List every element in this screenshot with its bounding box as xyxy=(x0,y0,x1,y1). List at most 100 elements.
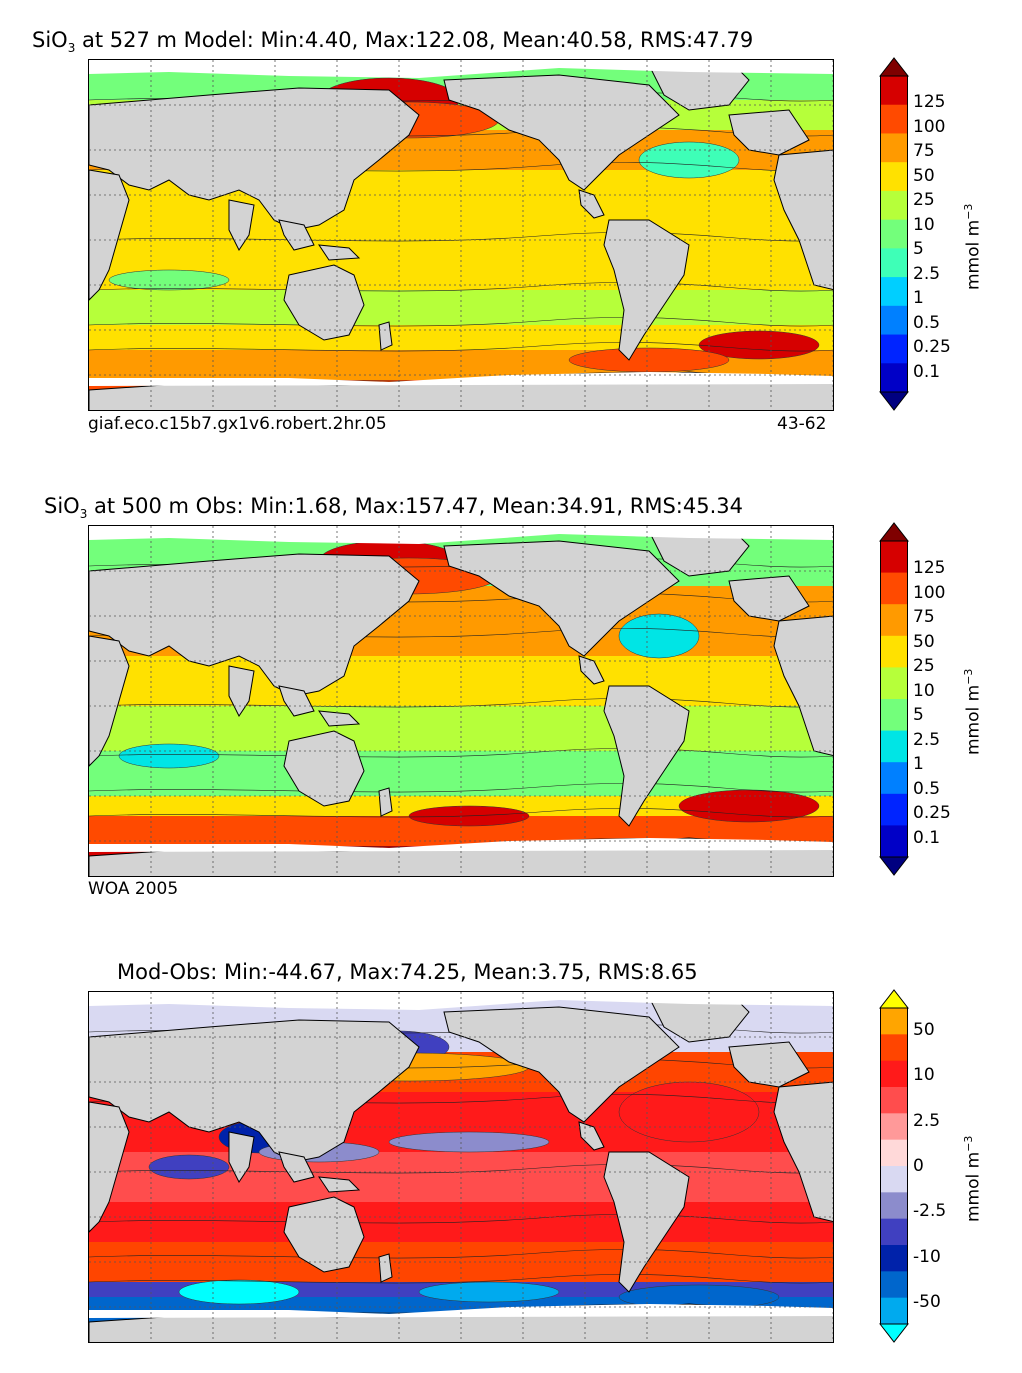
obs-colorbar-unit: mmol m−3 xyxy=(962,668,984,755)
colorbar-tick-label: 10 xyxy=(913,1065,935,1086)
contour-line xyxy=(89,748,833,758)
land-mass xyxy=(443,74,680,191)
colorbar-under-arrow xyxy=(878,391,910,411)
colorbar-tick-label: 5 xyxy=(913,239,924,259)
colorbar-segment xyxy=(880,762,908,795)
colorbar-tick-label: 0.25 xyxy=(913,803,951,823)
colorbar-frame xyxy=(880,75,908,393)
model-colorbar xyxy=(878,57,910,411)
colorbar-segment xyxy=(880,190,908,221)
colorbar-segment xyxy=(880,1297,908,1325)
difference-map xyxy=(88,991,834,1343)
colorbar-tick-label: 2.5 xyxy=(913,263,941,284)
colorbar-segment xyxy=(880,277,908,307)
land-mass xyxy=(378,787,393,817)
colorbar-segment xyxy=(880,699,908,732)
colorbar-segment xyxy=(880,1087,908,1114)
ocean-contour-band xyxy=(89,706,833,751)
obs-colorbar xyxy=(878,522,910,876)
land-mass xyxy=(603,219,690,361)
colorbar-segment xyxy=(880,1218,908,1246)
land-mass xyxy=(378,1253,393,1283)
colorbar-tick-label: 0.1 xyxy=(913,827,941,848)
colorbar-segment xyxy=(880,1192,908,1220)
colorbar-tick-label: 75 xyxy=(913,607,935,627)
obs-source: WOA 2005 xyxy=(88,879,179,899)
colorbar-segment xyxy=(880,162,908,192)
contour-line xyxy=(89,342,833,352)
colorbar-tick-label: 2.5 xyxy=(913,729,941,750)
ocean-contour-region xyxy=(118,743,220,769)
colorbar-segment xyxy=(880,248,908,278)
colorbar-segment xyxy=(880,1060,908,1088)
land-mass xyxy=(278,685,315,717)
contour-line xyxy=(89,1214,833,1224)
colorbar-tick-label: 50 xyxy=(913,1020,935,1040)
colorbar-tick-label: 0 xyxy=(913,1155,924,1176)
obs-map xyxy=(88,525,834,877)
colorbar-tick-label: 0.5 xyxy=(913,778,941,799)
contour-line xyxy=(89,1249,833,1259)
colorbar-segment xyxy=(880,730,908,763)
land-mass xyxy=(378,321,393,351)
land-mass xyxy=(603,1151,690,1293)
contour-line xyxy=(89,783,833,793)
land-mass xyxy=(728,575,810,622)
sea-ice-mask xyxy=(89,526,833,544)
colorbar-tick-label: 10 xyxy=(913,680,935,701)
colorbar-segment xyxy=(880,572,908,605)
ocean-contour-region xyxy=(108,269,230,291)
land-mass xyxy=(728,109,810,156)
contour-line xyxy=(89,232,833,242)
colorbar-segment xyxy=(880,334,908,364)
ocean-contour-region xyxy=(178,1279,300,1305)
contour-line xyxy=(89,698,833,708)
colorbar-segment xyxy=(880,363,908,393)
colorbar-tick-label: 50 xyxy=(913,631,935,652)
colorbar-tick-label: 100 xyxy=(913,582,946,603)
colorbar-segment xyxy=(880,1166,908,1193)
land-mass xyxy=(228,1131,255,1183)
colorbar-segment xyxy=(880,604,908,637)
ocean-contour-band xyxy=(89,290,833,325)
colorbar-tick-label: 100 xyxy=(913,116,946,137)
colorbar-tick-label: 25 xyxy=(913,190,935,210)
model-map xyxy=(88,59,834,411)
colorbar-under-arrow xyxy=(878,856,910,876)
colorbar-tick-label: 25 xyxy=(913,656,935,676)
model-colorbar-unit: mmol m−3 xyxy=(962,203,984,290)
colorbar-tick-label: -2.5 xyxy=(913,1201,947,1222)
ocean-contour-region xyxy=(568,347,730,373)
model-run-name: giaf.eco.c15b7.gx1v6.robert.2hr.05 xyxy=(88,414,387,434)
colorbar-tick-label: 0.1 xyxy=(913,361,941,382)
land-mass xyxy=(228,665,255,717)
colorbar-tick-label: 0.25 xyxy=(913,337,951,357)
contour-line xyxy=(89,1274,833,1284)
difference-colorbar xyxy=(878,989,910,1343)
colorbar-tick-label: 0.5 xyxy=(913,312,941,333)
ocean-contour-region xyxy=(618,613,700,659)
colorbar-over-arrow xyxy=(878,989,910,1009)
land-mass xyxy=(278,1151,315,1183)
land-mass xyxy=(317,1176,361,1193)
land-mass xyxy=(278,219,315,251)
land-mass xyxy=(89,635,130,767)
colorbar-tick-label: 5 xyxy=(913,705,924,725)
colorbar-tick-label: -50 xyxy=(913,1291,941,1312)
colorbar-under-arrow xyxy=(878,1323,910,1343)
colorbar-segment xyxy=(880,541,908,574)
ocean-contour-region xyxy=(618,1081,760,1143)
colorbar-segment xyxy=(880,1139,908,1167)
colorbar-segment xyxy=(880,305,908,336)
colorbar-frame xyxy=(880,540,908,858)
colorbar-over-arrow xyxy=(878,57,910,77)
land-mass xyxy=(603,685,690,827)
difference-colorbar-unit: mmol m−3 xyxy=(962,1135,984,1222)
land-mass xyxy=(89,169,130,301)
colorbar-tick-label: 75 xyxy=(913,141,935,161)
colorbar-tick-label: 1 xyxy=(913,754,924,774)
contour-line xyxy=(89,282,833,292)
land-mass xyxy=(317,244,361,261)
colorbar-frame xyxy=(880,1007,908,1325)
land-mass xyxy=(728,1041,810,1088)
